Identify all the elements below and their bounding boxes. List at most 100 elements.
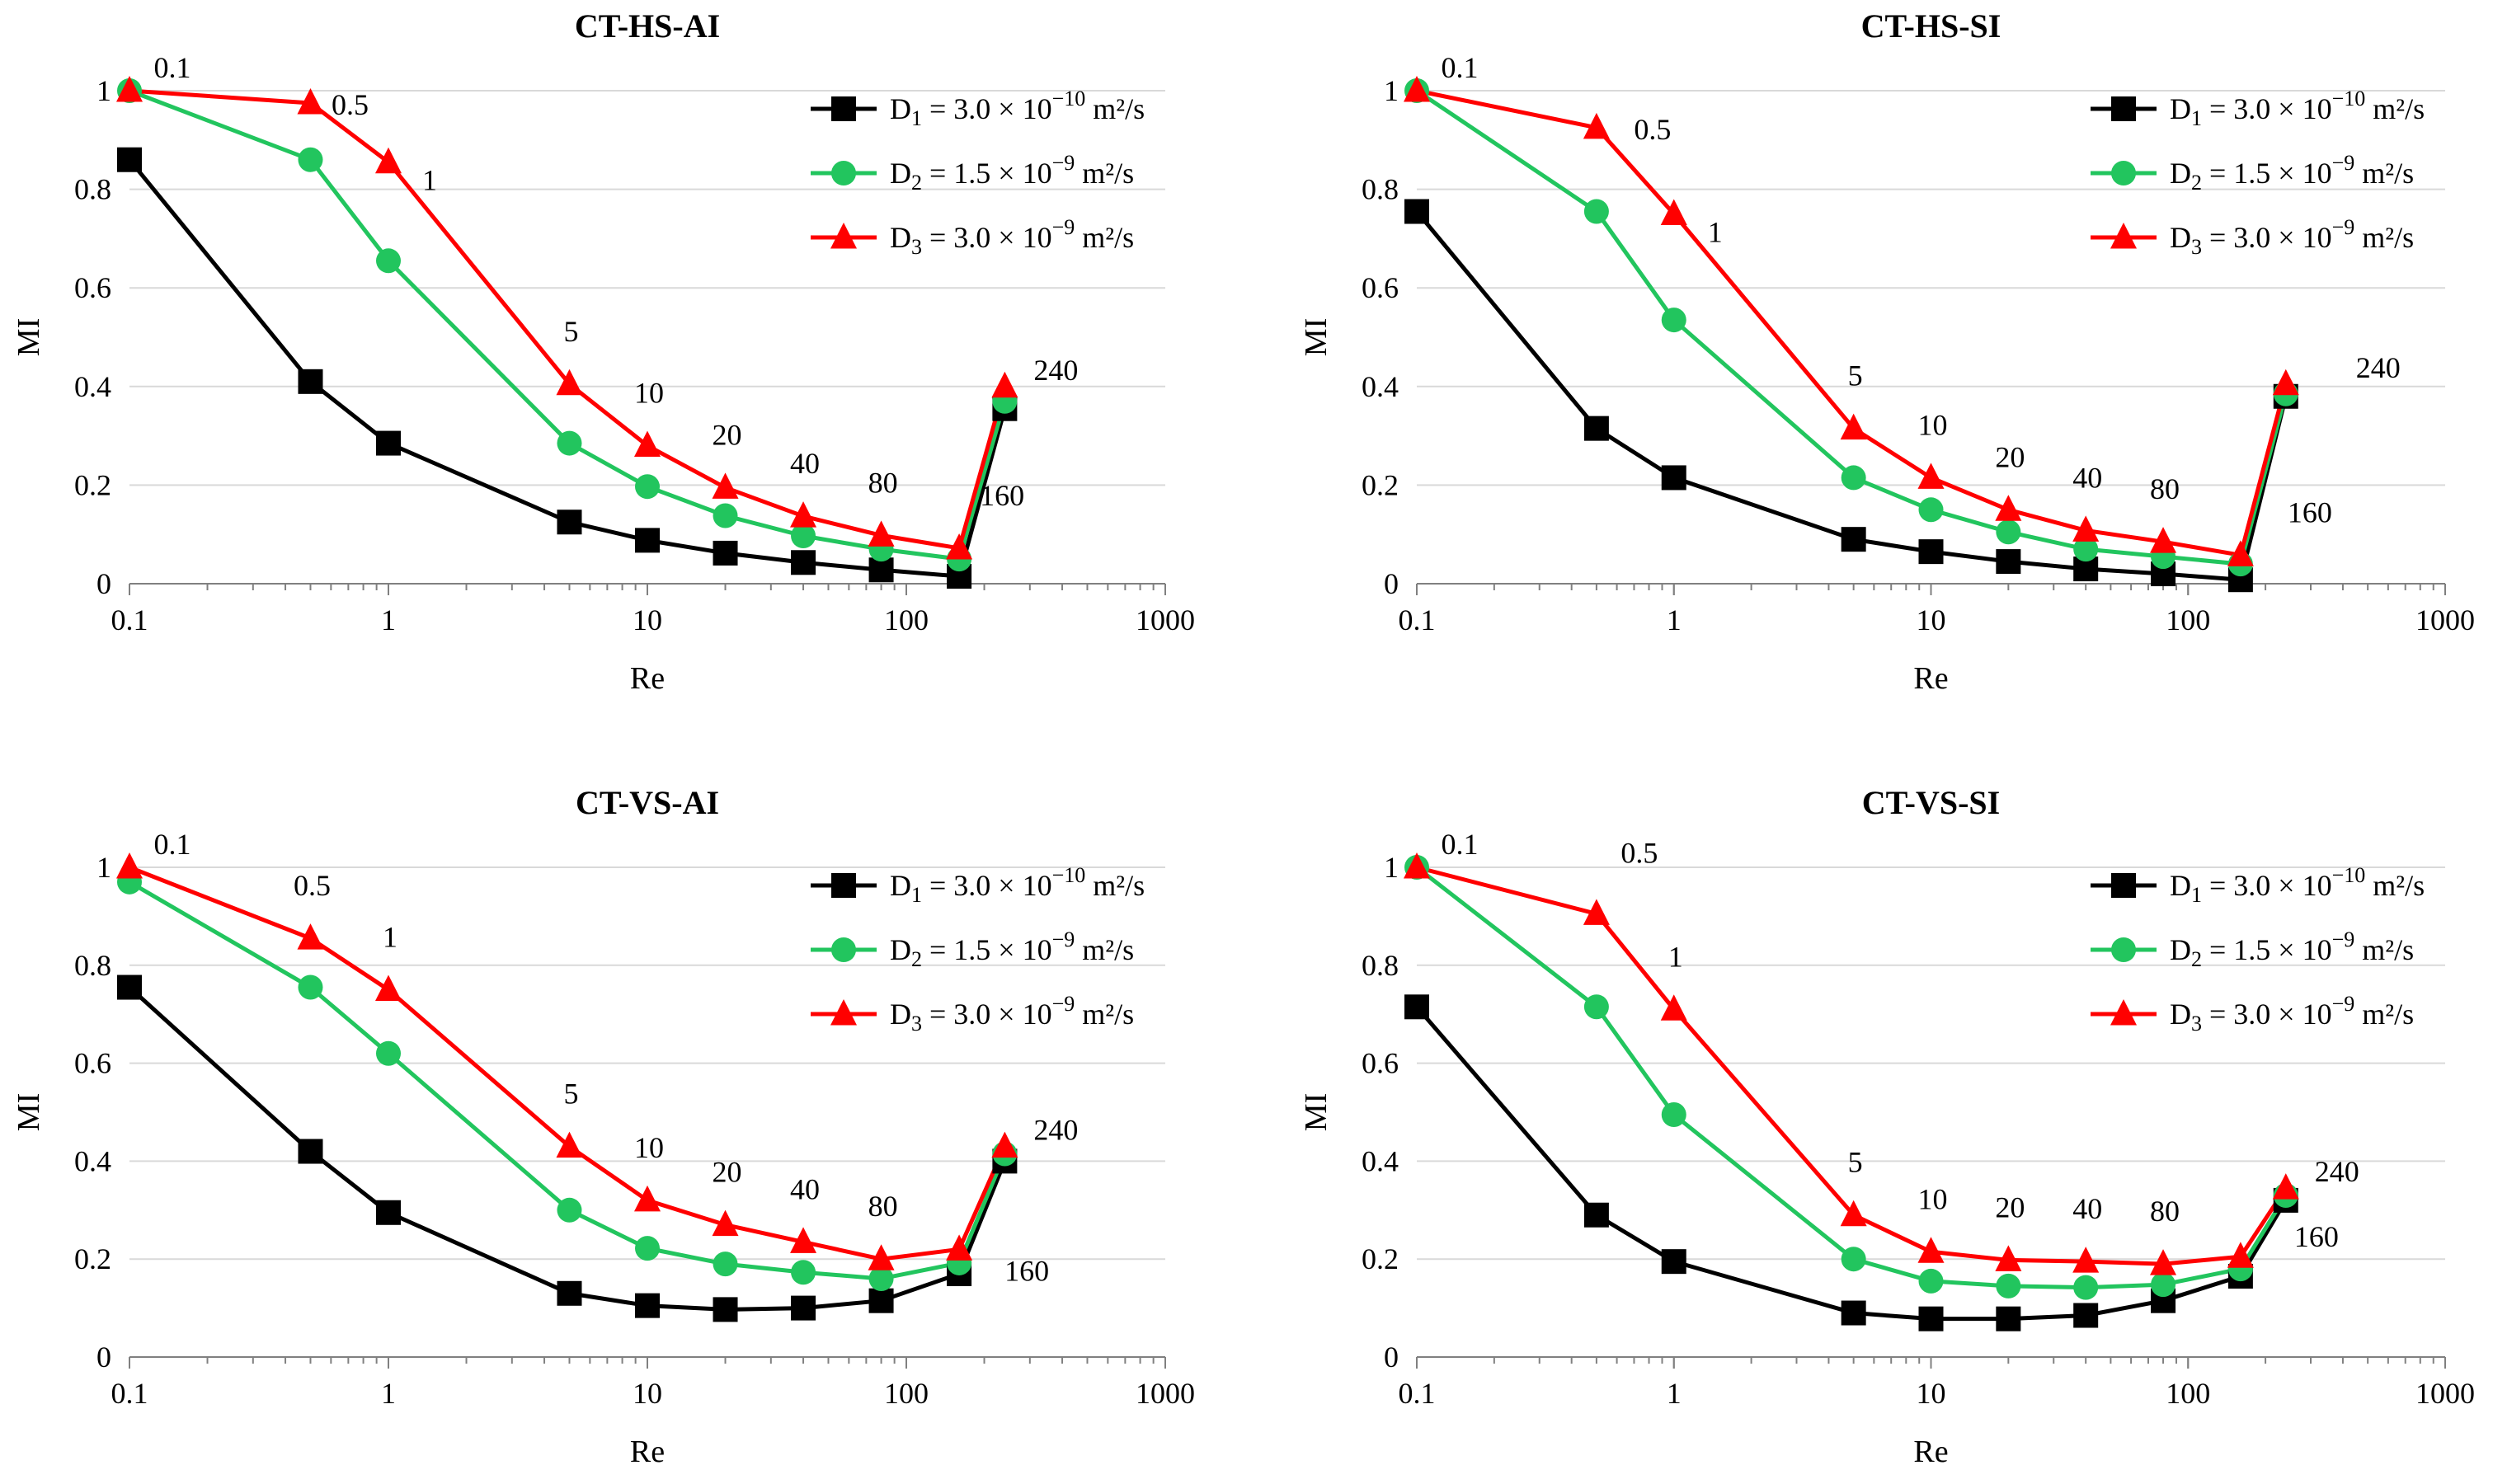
point-label: 160 xyxy=(2294,1220,2339,1253)
point-label: 5 xyxy=(563,1078,578,1111)
data-point-d1 xyxy=(1841,527,1866,552)
x-tick-label: 1 xyxy=(1667,603,1682,636)
y-tick-label: 0.6 xyxy=(74,271,111,304)
data-point-d1 xyxy=(635,1293,660,1318)
data-point-d1 xyxy=(1996,549,2021,575)
data-point-d3 xyxy=(712,472,739,499)
data-point-d2 xyxy=(635,474,660,500)
legend-marker xyxy=(2111,937,2136,962)
data-point-d3 xyxy=(2227,1242,2254,1268)
chart-title: CT-HS-SI xyxy=(1861,7,2001,45)
legend-label: D3 = 3.0 × 10−9 m²/s xyxy=(2170,215,2414,259)
point-label: 40 xyxy=(2072,461,2102,494)
data-point-d3 xyxy=(297,923,324,950)
legend-label: D1 = 3.0 × 10−10 m²/s xyxy=(2170,87,2425,130)
data-point-d3 xyxy=(2072,515,2100,542)
data-point-d1 xyxy=(635,528,660,553)
data-point-d2 xyxy=(1918,1268,1944,1294)
x-tick-label: 1 xyxy=(381,603,396,636)
point-label: 80 xyxy=(868,1190,898,1223)
series-line-d1 xyxy=(128,158,1007,579)
data-point-d3 xyxy=(1995,1245,2022,1271)
data-point-d2 xyxy=(1583,199,1609,224)
point-label: 160 xyxy=(1004,1254,1049,1287)
data-point-d2 xyxy=(2151,1272,2176,1298)
chart-panel-1: CT-HS-AI 0 0.2 0.4 0.6 0.8 1 0.1 1 10 100 1000 Re MI 0… xyxy=(12,7,1195,696)
y-tick-label: 0.6 xyxy=(1362,271,1399,304)
point-label: 80 xyxy=(868,466,898,499)
point-label: 240 xyxy=(1033,354,1078,387)
data-point-d2 xyxy=(635,1236,660,1261)
y-tick-label: 1 xyxy=(96,851,111,884)
legend-entry-d1: D1 = 3.0 × 10−10 m²/s xyxy=(811,863,1145,907)
point-label: 80 xyxy=(2150,1195,2180,1228)
series-line-d3 xyxy=(129,88,1007,551)
y-axis-label: MI xyxy=(1299,1093,1334,1131)
data-point-d1 xyxy=(713,1297,738,1322)
point-label: 0.1 xyxy=(1442,51,1479,84)
data-point-d1 xyxy=(1996,1306,2021,1331)
data-point-d1 xyxy=(791,1295,816,1321)
data-point-d3 xyxy=(790,501,817,528)
point-label: 0.5 xyxy=(1634,113,1671,146)
x-tick-label: 0.1 xyxy=(1399,1377,1436,1410)
x-tick-label: 1000 xyxy=(2415,603,2475,636)
data-point-d1 xyxy=(376,430,401,456)
y-axis-label: MI xyxy=(1299,318,1334,356)
legend-marker xyxy=(830,999,857,1026)
data-point-d1 xyxy=(557,1280,582,1306)
data-point-d1 xyxy=(1661,1249,1686,1275)
point-label: 0.1 xyxy=(1442,828,1479,861)
x-tick-label: 100 xyxy=(884,603,929,636)
point-label: 160 xyxy=(2288,495,2332,528)
y-tick-label: 0.6 xyxy=(74,1047,111,1080)
x-tick-label: 1000 xyxy=(2415,1377,2475,1410)
legend-entry-d2: D2 = 1.5 × 10−9 m²/s xyxy=(811,928,1134,971)
point-label: 20 xyxy=(1995,1190,2025,1223)
point-label: 240 xyxy=(1033,1114,1078,1147)
data-point-d3 xyxy=(1660,994,1687,1021)
data-point-d2 xyxy=(376,1040,401,1066)
data-point-d1 xyxy=(1841,1300,1866,1326)
point-label: 0.5 xyxy=(332,88,369,121)
data-point-d3 xyxy=(2227,540,2254,566)
data-point-d2 xyxy=(1661,1101,1686,1127)
legend-entry-d2: D2 = 1.5 × 10−9 m²/s xyxy=(2091,151,2414,195)
x-tick-label: 10 xyxy=(633,1377,662,1410)
data-point-d2 xyxy=(2073,1275,2099,1300)
point-label: 40 xyxy=(2072,1192,2102,1225)
legend-marker xyxy=(830,223,857,249)
data-point-d2 xyxy=(1841,465,1866,491)
y-tick-label: 0.8 xyxy=(74,173,111,206)
x-tick-label: 100 xyxy=(2166,1377,2210,1410)
y-tick-label: 0 xyxy=(1384,1341,1399,1374)
x-tick-label: 10 xyxy=(1917,1377,1946,1410)
x-tick-label: 0.1 xyxy=(111,1377,148,1410)
x-tick-label: 1000 xyxy=(1136,603,1195,636)
y-tick-label: 0 xyxy=(96,1341,111,1374)
point-label: 5 xyxy=(563,315,578,348)
legend-entry-d3: D3 = 3.0 × 10−9 m²/s xyxy=(2091,215,2414,259)
point-label: 1 xyxy=(422,164,437,197)
legend-label: D2 = 1.5 × 10−9 m²/s xyxy=(890,151,1134,195)
data-point-d3 xyxy=(1404,76,1430,102)
point-label: 0.1 xyxy=(154,828,191,861)
data-point-d3 xyxy=(712,1209,739,1237)
legend-entry-d3: D3 = 3.0 × 10−9 m²/s xyxy=(811,215,1134,259)
point-label: 0.5 xyxy=(294,869,331,902)
data-point-d1 xyxy=(1661,465,1686,491)
legend-marker xyxy=(831,937,856,962)
chart-title: CT-VS-AI xyxy=(576,784,719,821)
data-point-d3 xyxy=(1404,852,1430,879)
x-tick-label: 1 xyxy=(381,1377,396,1410)
y-tick-label: 0.8 xyxy=(1362,949,1399,982)
data-point-d3 xyxy=(991,371,1018,398)
data-point-d2 xyxy=(298,147,323,172)
legend-label: D2 = 1.5 × 10−9 m²/s xyxy=(2170,151,2414,195)
y-tick-label: 1 xyxy=(1384,74,1399,107)
data-point-d1 xyxy=(791,550,816,575)
data-point-d2 xyxy=(1583,994,1609,1020)
y-tick-label: 0 xyxy=(1384,567,1399,600)
y-axis-label: MI xyxy=(12,1093,46,1131)
